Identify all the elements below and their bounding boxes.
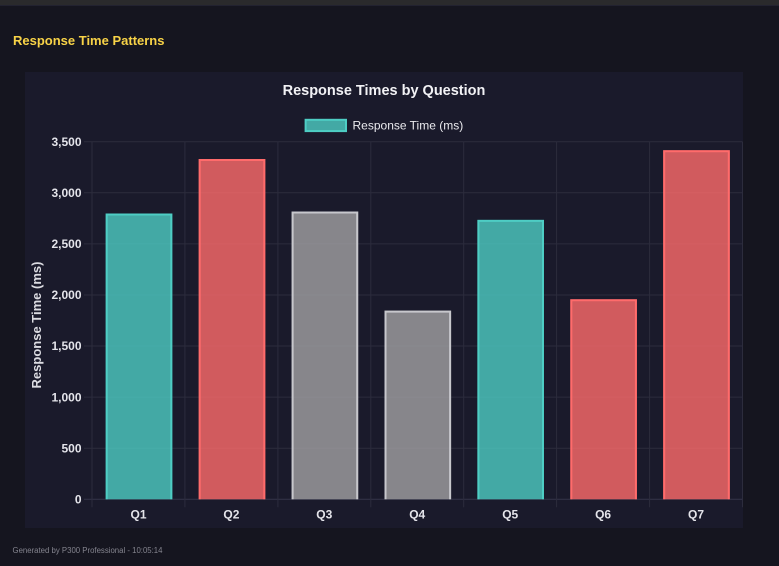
svg-text:Q3: Q3	[316, 508, 332, 522]
svg-text:Q7: Q7	[688, 508, 704, 522]
svg-text:2,000: 2,000	[51, 288, 81, 302]
svg-text:Response Time (ms): Response Time (ms)	[29, 262, 44, 389]
svg-text:Response Times by Question: Response Times by Question	[283, 83, 486, 99]
svg-text:0: 0	[75, 493, 82, 507]
svg-text:Q5: Q5	[502, 508, 518, 522]
svg-text:Q1: Q1	[130, 508, 146, 522]
svg-text:3,000: 3,000	[51, 186, 81, 200]
svg-text:1,000: 1,000	[51, 390, 81, 404]
svg-text:Q4: Q4	[409, 508, 425, 522]
svg-text:Q2: Q2	[223, 508, 239, 522]
svg-text:Q6: Q6	[595, 508, 611, 522]
svg-text:2,500: 2,500	[51, 237, 81, 251]
svg-text:3,500: 3,500	[51, 135, 81, 149]
svg-text:500: 500	[61, 441, 81, 455]
svg-text:Response Time (ms): Response Time (ms)	[353, 119, 464, 133]
svg-text:1,500: 1,500	[51, 339, 81, 353]
